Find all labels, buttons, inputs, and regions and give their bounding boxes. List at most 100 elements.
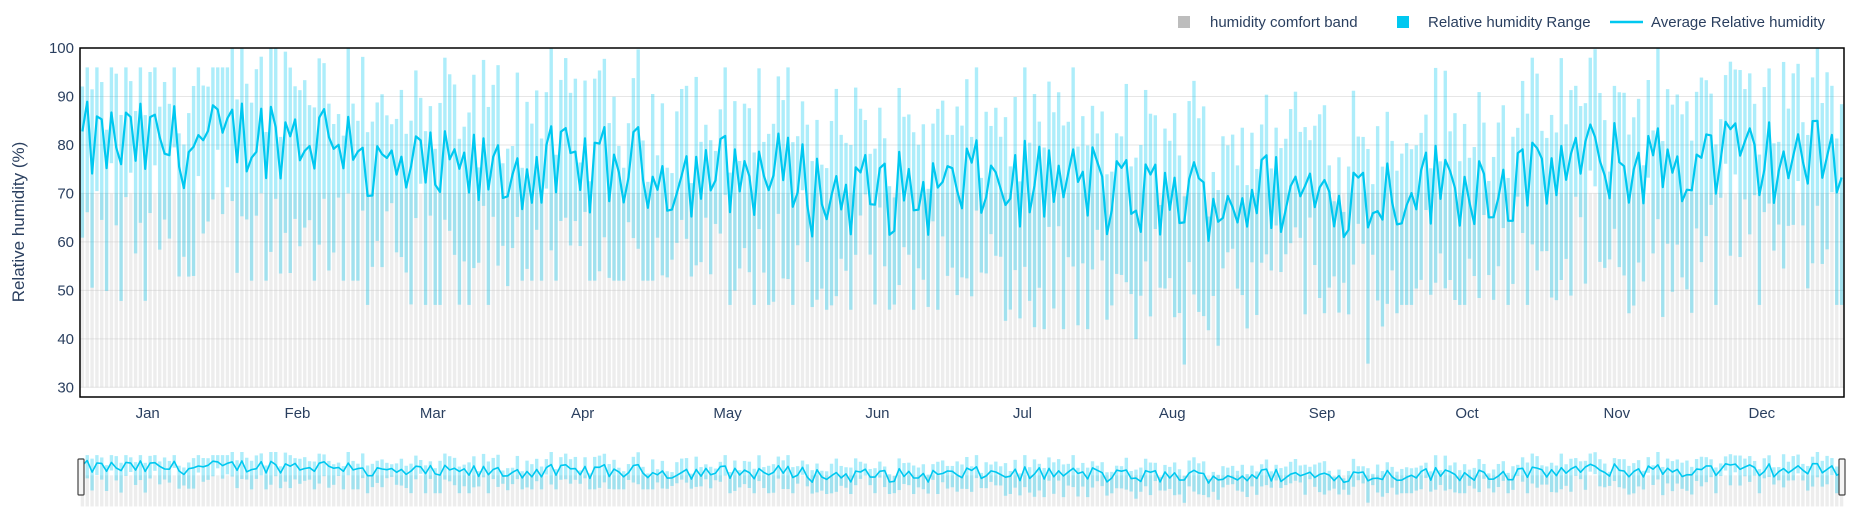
slider-right-handle[interactable] bbox=[1838, 458, 1846, 496]
slider-range-bar bbox=[1385, 462, 1389, 494]
humidity-range-bar bbox=[1777, 141, 1781, 225]
comfort-band-bar bbox=[1617, 193, 1621, 388]
slider-range-bar bbox=[742, 460, 747, 485]
humidity-range-bar bbox=[1651, 130, 1655, 254]
humidity-range-bar bbox=[167, 103, 172, 239]
comfort-band-bar bbox=[945, 193, 950, 388]
humidity-range-bar bbox=[1583, 103, 1588, 284]
comfort-band-bar bbox=[1791, 193, 1795, 388]
slider-range-bar bbox=[332, 464, 336, 485]
humidity-range-bar bbox=[1042, 147, 1046, 330]
slider-range-bar bbox=[182, 467, 186, 486]
slider-comfort-band-bar bbox=[452, 475, 457, 507]
slider-comfort-band-bar bbox=[1694, 475, 1699, 507]
humidity-range-bar bbox=[858, 108, 863, 216]
comfort-band-bar bbox=[1820, 193, 1824, 388]
slider-range-bar bbox=[1293, 459, 1298, 481]
legend-comfort-band-label[interactable]: humidity comfort band bbox=[1210, 14, 1358, 31]
slider-comfort-band-bar bbox=[1791, 475, 1795, 507]
comfort-band-bar bbox=[293, 193, 297, 388]
comfort-band-bar bbox=[423, 193, 428, 388]
legend-range-label[interactable]: Relative humidity Range bbox=[1428, 14, 1591, 31]
humidity-range-bar bbox=[1003, 117, 1008, 321]
comfort-band-bar bbox=[1409, 193, 1414, 388]
slider-comfort-band-bar bbox=[849, 475, 853, 507]
slider-range-bar bbox=[1085, 467, 1090, 498]
slider-range-bar bbox=[940, 460, 945, 483]
slider-range-bar bbox=[138, 455, 143, 481]
slider-comfort-band-bar bbox=[1554, 475, 1559, 507]
slider-comfort-band-bar bbox=[409, 475, 413, 507]
humidity-range-bar bbox=[312, 107, 317, 281]
slider-range-bar bbox=[1197, 463, 1201, 495]
slider-comfort-band-bar bbox=[307, 475, 312, 507]
comfort-band-bar bbox=[549, 193, 553, 388]
comfort-band-bar bbox=[1839, 193, 1844, 388]
slider-comfort-band-bar bbox=[1288, 475, 1293, 507]
humidity-range-bar bbox=[612, 96, 616, 281]
humidity-range-bar bbox=[356, 120, 360, 281]
slider-comfort-band-bar bbox=[1047, 475, 1051, 507]
slider-comfort-band-bar bbox=[1719, 475, 1723, 507]
slider-range-bar bbox=[404, 465, 408, 489]
humidity-range-bar bbox=[1835, 138, 1839, 305]
slider-comfort-band-bar bbox=[1574, 475, 1578, 507]
humidity-range-bar bbox=[1801, 122, 1805, 226]
slider-comfort-band-bar bbox=[1646, 475, 1650, 507]
humidity-range-bar bbox=[1380, 166, 1385, 327]
humidity-range-bar bbox=[636, 49, 640, 249]
legend-average-label[interactable]: Average Relative humidity bbox=[1651, 14, 1825, 31]
slider-comfort-band-bar bbox=[206, 475, 210, 507]
comfort-band-bar bbox=[1245, 193, 1249, 388]
slider-comfort-band-bar bbox=[815, 475, 819, 507]
slider-comfort-band-bar bbox=[1704, 475, 1708, 507]
humidity-range-bar bbox=[462, 126, 466, 262]
slider-comfort-band-bar bbox=[1317, 475, 1322, 507]
slider-comfort-band-bar bbox=[593, 475, 597, 507]
humidity-range-bar bbox=[1409, 149, 1414, 305]
slider-range-bar bbox=[206, 458, 210, 480]
slider-comfort-band-bar bbox=[1264, 475, 1269, 507]
range-slider[interactable] bbox=[77, 452, 1846, 507]
humidity-range-bar bbox=[1612, 85, 1617, 229]
comfort-band-bar bbox=[1129, 193, 1133, 388]
slider-range-bar bbox=[612, 459, 616, 490]
humidity-range-bar bbox=[1781, 61, 1786, 269]
humidity-range-bar bbox=[1641, 165, 1646, 282]
slider-range-bar bbox=[839, 465, 843, 486]
slider-range-bar bbox=[104, 465, 109, 491]
comfort-band-bar bbox=[1375, 193, 1380, 388]
legend[interactable]: humidity comfort band Relative humidity … bbox=[1178, 14, 1825, 31]
comfort-band-bar bbox=[1351, 193, 1356, 388]
slider-range-bar bbox=[897, 458, 901, 491]
slider-range-bar bbox=[1284, 466, 1288, 486]
comfort-band-bar bbox=[1801, 193, 1805, 388]
slider-comfort-band-bar bbox=[723, 475, 727, 507]
humidity-range-bar bbox=[1081, 116, 1085, 264]
slider-comfort-band-bar bbox=[699, 475, 703, 507]
comfort-band-bar bbox=[1052, 193, 1056, 388]
slider-comfort-band-bar bbox=[394, 475, 399, 507]
comfort-band-bar bbox=[278, 193, 283, 388]
slider-range-bar bbox=[1632, 463, 1636, 494]
comfort-band-bar bbox=[926, 193, 930, 388]
slider-range-bar bbox=[1221, 466, 1225, 488]
humidity-range-bar bbox=[467, 112, 471, 305]
slider-range-bar bbox=[414, 455, 418, 480]
slider-range-bar bbox=[593, 456, 597, 490]
humidity-range-bar bbox=[293, 86, 297, 219]
humidity-range-bar bbox=[882, 138, 887, 267]
comfort-band-bar bbox=[1192, 193, 1196, 388]
humidity-range-bar bbox=[1806, 134, 1810, 289]
slider-comfort-band-bar bbox=[327, 475, 331, 507]
humidity-range-bar bbox=[781, 100, 785, 279]
slider-comfort-band-bar bbox=[564, 475, 568, 507]
slider-range-bar bbox=[1409, 468, 1414, 494]
humidity-range-bar bbox=[573, 78, 578, 222]
slider-range-bar bbox=[786, 455, 790, 490]
slider-left-handle[interactable] bbox=[77, 458, 85, 496]
slider-range-bar bbox=[158, 461, 162, 485]
comfort-band-bar bbox=[1477, 193, 1481, 388]
slider-range-bar bbox=[704, 464, 708, 480]
comfort-band-bar bbox=[617, 193, 621, 388]
